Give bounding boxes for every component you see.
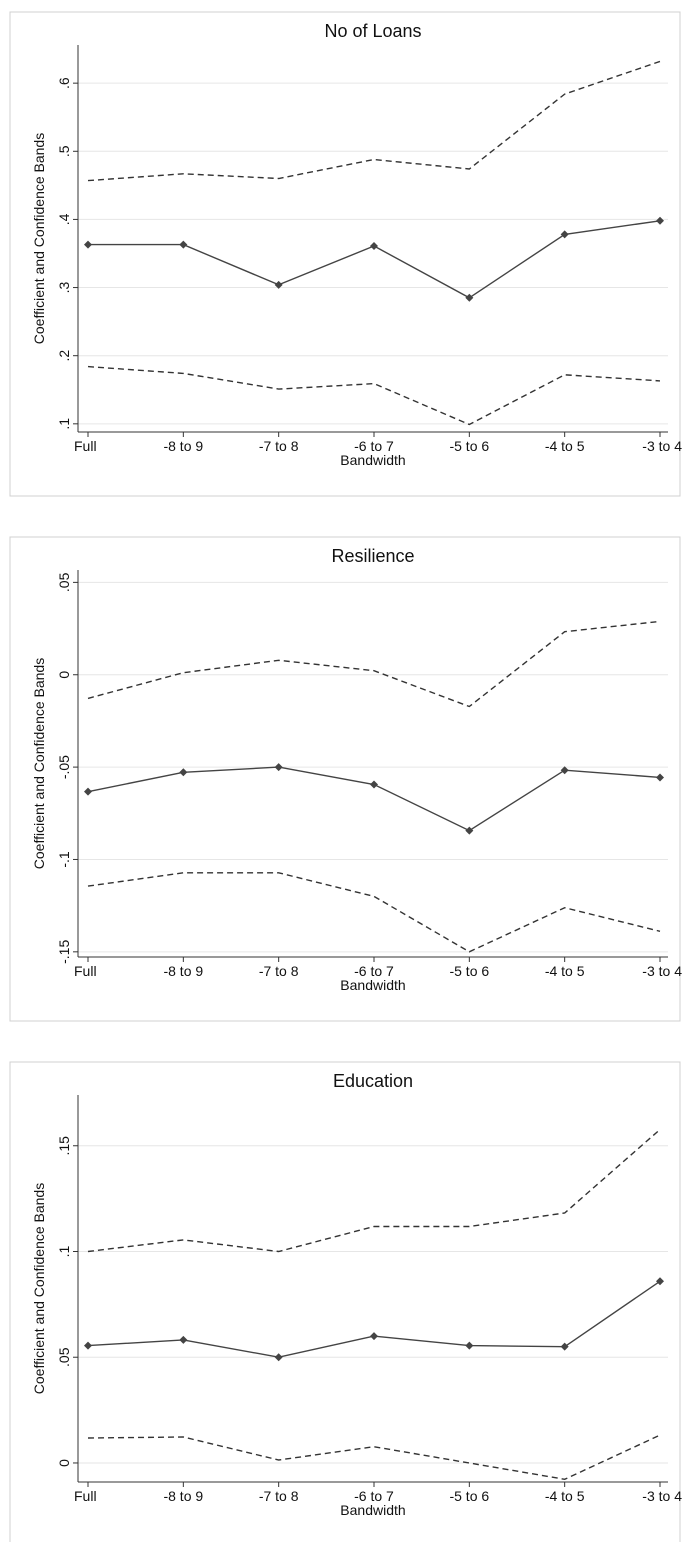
x-tick-label: -7 to 8 [259,438,299,454]
band-line [87,872,661,953]
diamond-marker [465,826,474,835]
diamond-marker [274,280,283,289]
band-line [87,1128,661,1253]
x-tick-label: -6 to 7 [354,438,394,454]
y-tick-label: -.15 [56,940,72,964]
diamond-marker [656,1277,664,1286]
diamond-marker [179,1335,188,1344]
y-tick-label: .15 [56,1136,72,1156]
diamond-marker [560,766,569,775]
x-tick-label: -6 to 7 [354,1488,394,1504]
x-tick-label: -4 to 5 [545,1488,585,1504]
diamond-marker [274,763,283,772]
y-axis-title: Coefficient and Confidence Bands [31,133,47,344]
x-tick-label: -5 to 6 [449,438,489,454]
chart-panel: No of Loans .1 .2 .3 .4 .5 .6 Full -8 to 9 -7 to … [9,11,682,497]
diamond-marker [656,216,664,225]
y-tick-label: .6 [56,77,72,89]
x-tick-label: -8 to 9 [163,1488,203,1504]
x-tick-label: -3 to 4 [642,438,682,454]
diamond-marker [84,787,92,796]
band-line [87,60,661,182]
diamond-marker [274,1353,283,1362]
y-tick-label: .4 [56,213,72,225]
diamond-marker [656,773,664,782]
x-tick-label: -8 to 9 [163,438,203,454]
panel-border [9,11,681,497]
chart-title: No of Loans [324,21,421,41]
y-tick-label: 0 [56,1459,72,1467]
y-axis-title: Coefficient and Confidence Bands [31,1183,47,1394]
diamond-marker [370,780,378,789]
y-tick-label: .05 [56,1347,72,1367]
x-tick-label: -8 to 9 [163,963,203,979]
y-tick-label: .5 [56,145,72,157]
panel-border [9,1061,681,1547]
x-tick-label: -5 to 6 [449,1488,489,1504]
diamond-marker [560,1342,569,1351]
diamond-marker [560,230,569,239]
y-tick-label: .3 [56,282,72,294]
diamond-marker [84,240,92,249]
band-line [87,1434,661,1481]
x-axis-title: Bandwidth [340,452,405,468]
band-line [87,620,661,708]
x-tick-label: -5 to 6 [449,963,489,979]
chart-title: Resilience [331,546,414,566]
y-tick-label: .05 [56,572,72,592]
diamond-marker [370,241,378,250]
diamond-marker [465,293,474,302]
x-tick-label: Full [74,1488,97,1504]
y-tick-label: .1 [56,418,72,430]
diamond-marker [84,1341,92,1350]
chart-panel: Education 0 .05 .1 .15 Full -8 to 9 -7 to 8 -6 t… [9,1061,682,1547]
y-tick-label: .2 [56,350,72,362]
y-tick-label: 0 [56,671,72,679]
diamond-marker [370,1332,378,1341]
x-tick-label: -3 to 4 [642,1488,682,1504]
x-axis-title: Bandwidth [340,1502,405,1518]
band-line [87,365,661,426]
diamond-marker [465,1341,474,1350]
y-tick-label: .1 [56,1245,72,1257]
x-tick-label: -7 to 8 [259,1488,299,1504]
x-tick-label: -7 to 8 [259,963,299,979]
diamond-marker [179,240,188,249]
x-tick-label: -4 to 5 [545,438,585,454]
x-tick-label: -4 to 5 [545,963,585,979]
x-tick-label: Full [74,963,97,979]
x-tick-label: -3 to 4 [642,963,682,979]
y-axis-title: Coefficient and Confidence Bands [31,658,47,869]
x-axis-title: Bandwidth [340,977,405,993]
chart-title: Education [333,1071,413,1091]
chart-panel: Resilience -.15 -.1 -.05 0 .05 Full -8 to 9 -7 t… [9,536,682,1022]
y-tick-label: -.1 [56,851,72,868]
y-tick-label: -.05 [56,755,72,779]
diamond-marker [179,768,188,777]
x-tick-label: Full [74,438,97,454]
x-tick-label: -6 to 7 [354,963,394,979]
